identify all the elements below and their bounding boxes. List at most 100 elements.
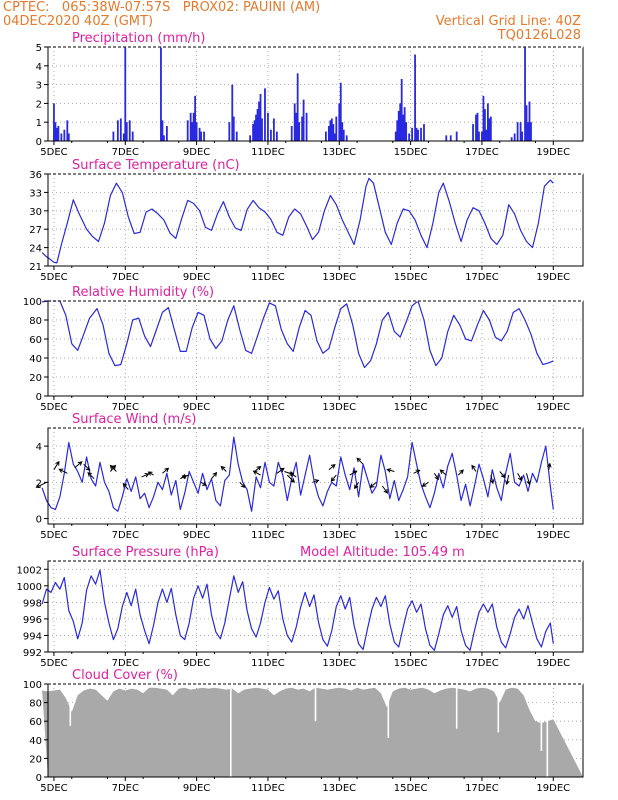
precip-bar <box>411 127 413 141</box>
x-tick-label: 9DEC <box>183 402 210 413</box>
x-tick-label: 19DEC <box>536 147 570 158</box>
wind-arrow <box>220 465 227 472</box>
y-tick-label: 5 <box>36 43 42 54</box>
x-tick-label: 13DEC <box>322 783 356 794</box>
wind-arrow <box>53 460 60 470</box>
x-tick-label: 17DEC <box>465 402 499 413</box>
x-tick-label: 13DEC <box>322 147 356 158</box>
wind-arrow <box>87 471 95 480</box>
y-tick-label: 24 <box>29 244 42 255</box>
precip-bar <box>519 122 522 141</box>
precip-bar <box>295 112 298 141</box>
precip-bar <box>165 125 168 141</box>
precip-bar <box>192 112 195 141</box>
x-tick-label: 9DEC <box>183 147 210 158</box>
wind-arrow <box>439 469 447 476</box>
x-tick-label: 9DEC <box>183 272 210 283</box>
x-tick-label: 13DEC <box>322 402 356 413</box>
y-tick-label: 0 <box>36 773 42 784</box>
x-tick-label: 11DEC <box>251 783 285 794</box>
x-tick-label: 5DEC <box>40 272 67 283</box>
cloud-gap <box>69 684 72 726</box>
precip-bar <box>329 120 332 141</box>
precip-bar <box>488 118 491 141</box>
wind-arrow <box>349 470 358 476</box>
wind-arrow <box>505 474 510 486</box>
precip-bar <box>160 47 162 141</box>
wind-arrow <box>289 472 297 478</box>
precip-bar <box>186 120 189 141</box>
wind-arrow <box>369 481 377 488</box>
precip-bar <box>525 105 528 141</box>
x-tick-label: 5DEC <box>40 147 67 158</box>
header-grid-note: Vertical Grid Line: 40Z <box>435 14 581 29</box>
cloud-gap <box>229 684 232 777</box>
cloud-gap <box>546 684 549 777</box>
y-tick-label: 4 <box>36 62 42 73</box>
x-tick-label: 5DEC <box>40 402 67 413</box>
precip-bar <box>335 116 338 141</box>
x-tick-label: 7DEC <box>112 402 139 413</box>
x-tick-label: 9DEC <box>183 658 210 669</box>
y-tick-label: 21 <box>29 262 42 273</box>
x-tick-label: 11DEC <box>251 530 285 541</box>
precip-bar <box>476 112 479 141</box>
wind-arrow <box>83 463 91 471</box>
y-tick-label: 998 <box>23 598 42 609</box>
precip-bar <box>194 95 197 141</box>
panel-frame <box>47 300 584 397</box>
y-tick-label: 36 <box>29 170 42 181</box>
precip-bar <box>489 116 492 141</box>
precip-bar <box>338 103 341 141</box>
precip-bar <box>232 116 235 141</box>
x-tick-label: 5DEC <box>40 783 67 794</box>
y-tick-label: 20 <box>29 373 42 384</box>
wind-arrow <box>421 481 429 487</box>
wind-arrow <box>35 481 47 488</box>
wind-arrow <box>386 468 395 473</box>
x-tick-label: 17DEC <box>465 272 499 283</box>
precip-bar <box>124 47 127 141</box>
precip-bar <box>455 131 458 141</box>
x-tick-label: 17DEC <box>465 530 499 541</box>
y-tick-label: 80 <box>29 699 42 710</box>
precip-bar <box>399 103 402 141</box>
wind-arrow <box>109 464 117 472</box>
precip-bar <box>203 131 205 141</box>
precip-bar <box>67 133 70 141</box>
rh-line <box>42 300 554 369</box>
precip-bar <box>342 129 345 141</box>
y-tick-label: 4 <box>36 442 42 453</box>
wind-arrow <box>413 469 421 474</box>
y-tick-label: 1002 <box>17 565 42 576</box>
wind-arrow <box>141 473 150 478</box>
wind-line <box>41 436 554 512</box>
precip-bar <box>345 135 348 141</box>
x-tick-label: 7DEC <box>112 530 139 541</box>
precip-bar <box>189 112 192 141</box>
precip-bar <box>112 131 115 141</box>
precip-bar <box>259 94 262 141</box>
x-tick-label: 15DEC <box>394 658 428 669</box>
wind-arrow <box>200 481 208 486</box>
y-tick-label: 994 <box>23 631 42 642</box>
wind-arrow <box>489 474 495 485</box>
precip-title: Precipitation (mm/h) <box>72 31 205 46</box>
x-tick-label: 19DEC <box>536 272 570 283</box>
precip-bar <box>402 114 405 141</box>
precip-bar <box>228 122 231 141</box>
precip-bar <box>527 122 529 141</box>
x-tick-label: 7DEC <box>112 147 139 158</box>
y-tick-label: 3 <box>36 81 42 92</box>
precip-bar <box>231 84 234 141</box>
y-tick-label: 40 <box>29 354 42 365</box>
y-tick-label: 100 <box>23 297 42 308</box>
wind-arrow <box>517 473 523 482</box>
precip-bar <box>530 122 532 141</box>
wind-arrow <box>356 457 364 465</box>
precip-bar <box>528 101 531 141</box>
precip-bar <box>258 101 260 141</box>
panel-frame <box>47 46 584 142</box>
precip-bar <box>339 82 342 141</box>
